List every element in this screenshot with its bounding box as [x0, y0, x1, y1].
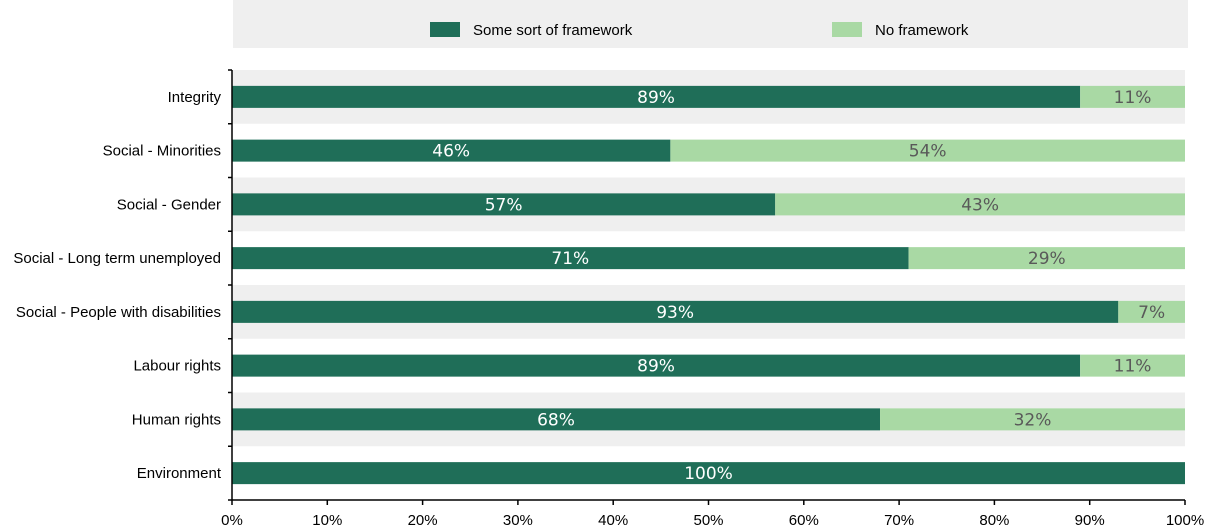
bar-framework [232, 354, 1081, 377]
legend-swatch-1 [430, 22, 460, 37]
data-label: 7% [1138, 303, 1165, 323]
data-label: 89% [637, 88, 675, 108]
category-label: Environment [137, 465, 222, 482]
legend-background [233, 0, 1188, 48]
x-tick-label: 70% [884, 512, 914, 529]
category-label: Social - Minorities [103, 143, 221, 160]
x-tick-label: 80% [979, 512, 1009, 529]
x-tick-label: 50% [693, 512, 723, 529]
legend-swatch-2 [832, 22, 862, 37]
data-label: 11% [1114, 88, 1152, 108]
bar-no-framework [1080, 354, 1185, 377]
category-label: Social - Gender [117, 196, 221, 213]
category-label: Integrity [168, 89, 222, 106]
legend-label-1: Some sort of framework [473, 22, 633, 39]
category-label: Human rights [132, 411, 221, 428]
bar-framework [232, 139, 671, 162]
x-tick-label: 90% [1075, 512, 1105, 529]
legend-label-2: No framework [875, 22, 969, 39]
bar-framework [232, 247, 909, 270]
data-label: 68% [537, 410, 575, 430]
x-tick-label: 100% [1166, 512, 1204, 529]
x-tick-label: 0% [221, 512, 243, 529]
bar-no-framework [775, 193, 1185, 216]
x-tick-label: 10% [312, 512, 342, 529]
bar-framework [232, 408, 881, 431]
category-label: Social - Long term unemployed [13, 250, 221, 267]
bar-no-framework [880, 408, 1185, 431]
x-tick-label: 30% [503, 512, 533, 529]
category-label: Labour rights [133, 358, 221, 375]
data-label: 71% [551, 249, 589, 269]
bar-no-framework [1118, 300, 1185, 323]
data-label: 93% [656, 303, 694, 323]
data-label: 46% [432, 142, 470, 162]
bar-framework [232, 85, 1081, 108]
bar-framework [232, 300, 1119, 323]
x-tick-label: 40% [598, 512, 628, 529]
data-label: 43% [961, 195, 999, 215]
category-label: Social - People with disabilities [16, 304, 221, 321]
bar-no-framework [908, 247, 1185, 270]
bar-framework [232, 193, 776, 216]
bar-framework [232, 462, 1185, 485]
data-label: 89% [637, 357, 675, 377]
bar-no-framework [670, 139, 1185, 162]
bar-no-framework [1080, 85, 1185, 108]
data-label: 100% [684, 464, 733, 484]
x-tick-label: 60% [789, 512, 819, 529]
data-label: 11% [1114, 357, 1152, 377]
data-label: 54% [909, 142, 947, 162]
data-label: 29% [1028, 249, 1066, 269]
x-tick-label: 20% [408, 512, 438, 529]
data-label: 32% [1014, 410, 1052, 430]
data-label: 57% [485, 195, 523, 215]
